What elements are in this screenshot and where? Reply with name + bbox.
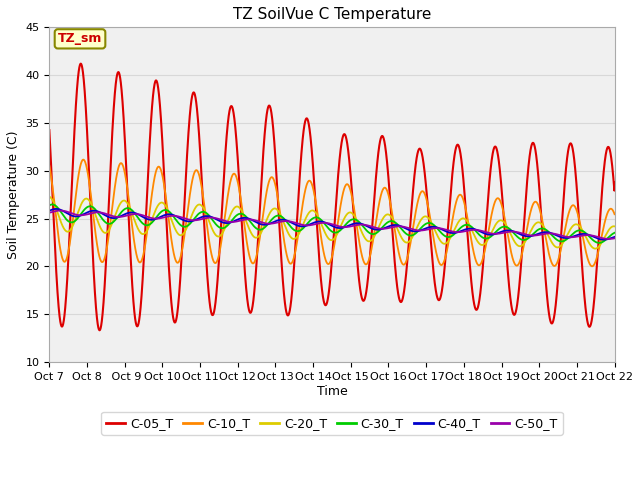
C-10_T [204,226,211,231]
C-05_T [167,292,175,298]
C-50_T [605,236,612,242]
Line: C-05_T: C-05_T [49,64,614,330]
C-50_T [56,208,64,214]
C-50_T [204,215,211,221]
X-axis label: Time: Time [317,384,348,397]
C-20_T [204,213,211,219]
C-10_T [611,211,618,217]
C-10_T [557,246,565,252]
C-50_T [387,225,395,230]
C-10_T [588,264,596,269]
C-30_T [49,202,56,207]
C-10_T [167,231,175,237]
Y-axis label: Soil Temperature (C): Soil Temperature (C) [7,131,20,259]
C-50_T [45,210,53,216]
C-10_T [45,163,53,169]
C-40_T [611,234,618,240]
C-10_T [387,205,395,211]
Legend: C-05_T, C-10_T, C-20_T, C-30_T, C-40_T, C-50_T: C-05_T, C-10_T, C-20_T, C-30_T, C-40_T, … [101,412,563,435]
C-50_T [557,233,565,239]
C-40_T [557,234,565,240]
C-50_T [397,224,405,229]
C-20_T [611,223,618,229]
C-05_T [397,299,405,305]
C-20_T [591,246,599,252]
C-40_T [52,206,60,212]
C-05_T [204,276,211,281]
C-40_T [45,208,53,214]
C-20_T [45,194,53,200]
Line: C-50_T: C-50_T [49,211,614,239]
C-40_T [204,213,211,219]
C-05_T [96,327,104,333]
Title: TZ SoilVue C Temperature: TZ SoilVue C Temperature [233,7,431,22]
C-20_T [387,214,395,219]
C-50_T [611,236,618,241]
C-10_T [79,157,87,163]
C-50_T [167,213,175,219]
C-30_T [204,211,211,216]
Line: C-40_T: C-40_T [49,209,614,240]
C-20_T [611,224,618,229]
C-30_T [595,240,603,246]
C-05_T [388,215,396,221]
C-40_T [387,223,395,228]
C-10_T [397,258,405,264]
C-05_T [77,61,84,67]
C-30_T [397,226,405,231]
Line: C-10_T: C-10_T [49,160,614,266]
C-50_T [611,236,618,241]
C-40_T [397,223,405,229]
C-20_T [166,214,174,220]
C-05_T [557,231,565,237]
C-40_T [600,237,607,242]
C-30_T [557,239,565,244]
C-40_T [611,234,618,240]
C-05_T [45,127,53,133]
C-30_T [611,230,618,236]
Text: TZ_sm: TZ_sm [58,32,102,45]
C-10_T [611,211,618,216]
C-30_T [167,210,175,216]
C-20_T [397,234,405,240]
C-30_T [387,218,395,224]
C-30_T [45,203,53,208]
C-20_T [557,243,564,249]
C-30_T [611,230,618,236]
C-05_T [611,188,618,193]
C-05_T [611,180,618,186]
C-40_T [167,212,175,217]
Line: C-30_T: C-30_T [49,204,614,243]
Line: C-20_T: C-20_T [49,197,614,249]
